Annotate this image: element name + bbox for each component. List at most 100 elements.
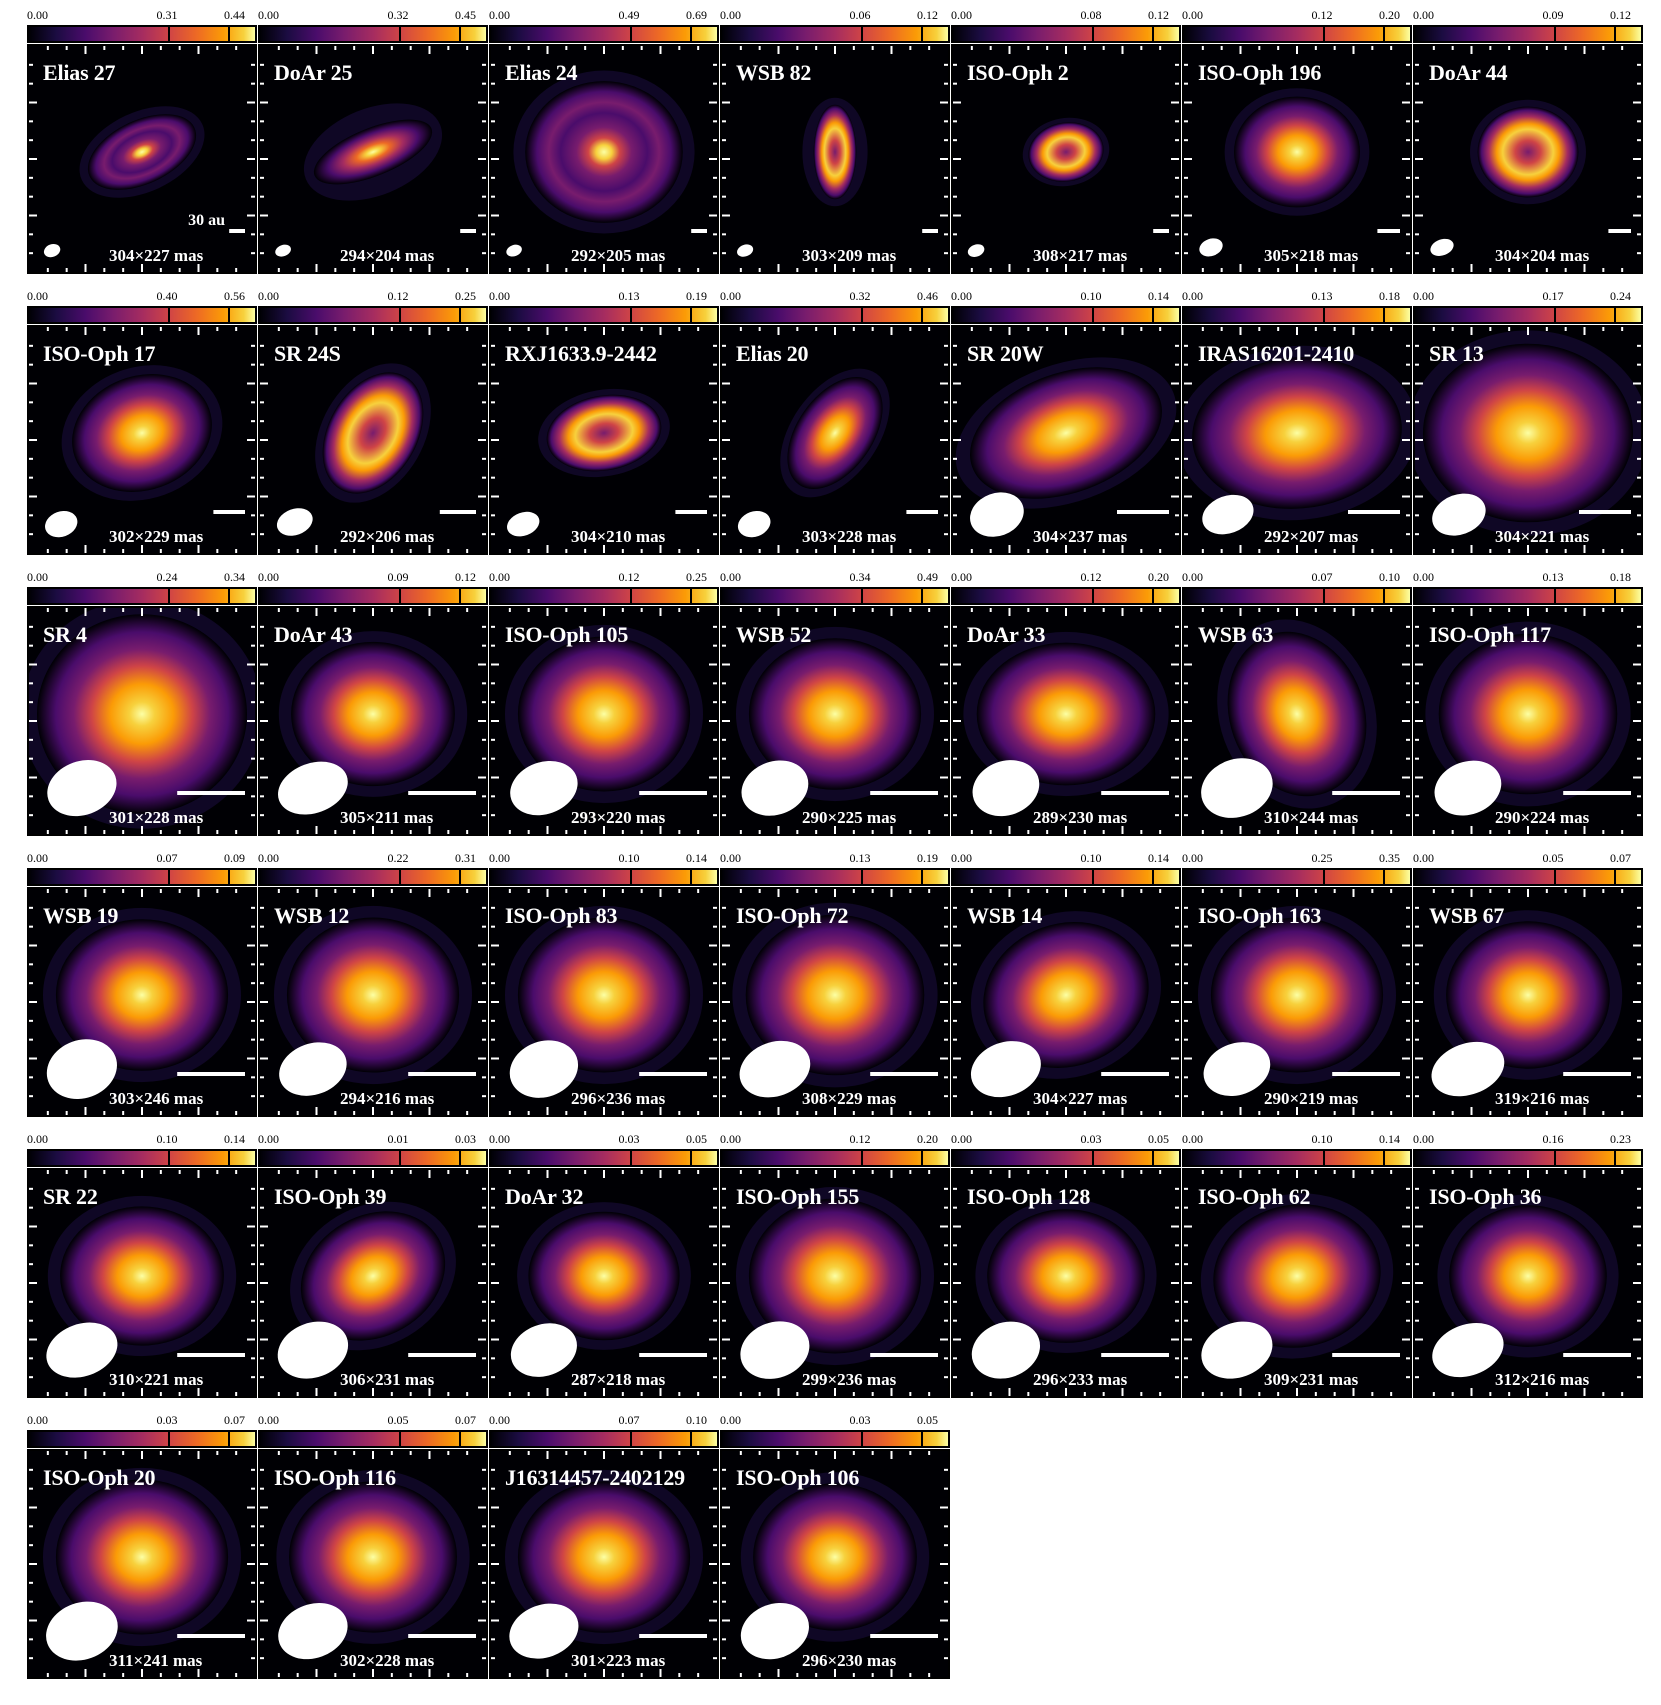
colorbar-gradient <box>1182 25 1412 43</box>
scale-bar <box>675 510 707 514</box>
colorbar: 0.00 0.06 0.12 <box>720 8 950 43</box>
colorbar-mid-label: 0.10 <box>1311 1132 1333 1146</box>
beam-size-label: 302×229 mas <box>109 527 204 546</box>
colorbar: 0.00 0.13 0.18 <box>1182 289 1412 324</box>
colorbar-min-label: 0.00 <box>951 8 972 22</box>
colorbar-max-label: 0.56 <box>224 289 245 303</box>
source-name: DoAr 32 <box>505 1184 584 1209</box>
colorbar-mid-label: 0.03 <box>849 1413 871 1427</box>
colorbar-tick <box>861 1151 863 1165</box>
colorbar-min-label: 0.00 <box>258 1132 279 1146</box>
continuum-image: WSB 63 310×244 mas <box>1182 606 1412 836</box>
colorbar: 0.00 0.03 0.07 <box>27 1413 257 1448</box>
emission-source <box>517 917 691 1073</box>
continuum-image: DoAr 33 289×230 mas <box>951 606 1181 836</box>
emission-source <box>1210 917 1384 1073</box>
panel: 0.00 0.12 0.25 SR 24S 292×206 mas <box>258 289 488 564</box>
colorbar-tick <box>459 1432 461 1446</box>
colorbar-max-label: 0.07 <box>1610 851 1631 865</box>
colorbar: 0.00 0.17 0.24 <box>1413 289 1643 324</box>
panel: 0.00 0.03 0.05 DoAr 32 287×218 mas <box>489 1132 719 1407</box>
beam-size-label: 289×230 mas <box>1033 808 1128 827</box>
continuum-image: ISO-Oph 2 308×217 mas <box>951 44 1181 274</box>
continuum-image: ISO-Oph 20 311×241 mas <box>27 1449 257 1679</box>
scale-bar <box>1101 1353 1169 1357</box>
emission-source <box>983 922 1149 1068</box>
colorbar-max-label: 0.05 <box>686 1132 707 1146</box>
beam-ellipse <box>275 244 291 257</box>
colorbar-tick <box>459 1151 461 1165</box>
colorbar-tick <box>1152 870 1154 884</box>
colorbar-max-label: 0.12 <box>1148 8 1169 22</box>
continuum-image: ISO-Oph 36 312×216 mas <box>1413 1168 1643 1398</box>
colorbar-min-label: 0.00 <box>258 8 279 22</box>
colorbar-min-label: 0.00 <box>1182 570 1203 584</box>
colorbar-tick <box>228 308 230 322</box>
emission-map <box>491 889 717 1115</box>
colorbar-gradient <box>720 1149 950 1167</box>
emission-source <box>753 1483 917 1631</box>
colorbar-max-label: 0.23 <box>1610 1132 1631 1146</box>
colorbar-gradient <box>489 587 719 605</box>
colorbar-mid-label: 0.05 <box>387 1413 409 1427</box>
continuum-image: ISO-Oph 105 293×220 mas <box>489 606 719 836</box>
panel: 0.00 0.09 0.12 DoAr 44 304×204 mas <box>1413 8 1643 283</box>
beam-size-label: 287×218 mas <box>571 1370 666 1389</box>
beam-ellipse <box>970 1041 1041 1098</box>
colorbar-min-label: 0.00 <box>951 851 972 865</box>
continuum-image: RXJ1633.9-2442 304×210 mas <box>489 325 719 555</box>
continuum-image: ISO-Oph 83 296×236 mas <box>489 887 719 1117</box>
colorbar-min-label: 0.00 <box>1413 8 1434 22</box>
beam-size-label: 304×227 mas <box>109 246 204 265</box>
beam-size-label: 301×223 mas <box>571 1651 666 1670</box>
scale-bar <box>1101 1072 1169 1076</box>
colorbar: 0.00 0.10 0.14 <box>951 289 1181 324</box>
colorbar-mid-label: 0.10 <box>1080 289 1102 303</box>
colorbar: 0.00 0.10 0.14 <box>951 851 1181 886</box>
beam-size-label: 294×216 mas <box>340 1089 435 1108</box>
colorbar-min-label: 0.00 <box>1182 8 1203 22</box>
emission-source <box>1477 106 1579 198</box>
emission-map <box>29 889 255 1115</box>
source-name: ISO-Oph 116 <box>274 1465 396 1490</box>
colorbar-max-label: 0.14 <box>1148 289 1169 303</box>
colorbar-mid-label: 0.12 <box>618 570 640 584</box>
continuum-image: WSB 14 304×227 mas <box>951 887 1181 1117</box>
colorbar-mid-label: 0.13 <box>618 289 640 303</box>
emission-map <box>1415 889 1641 1115</box>
colorbar-mid-label: 0.10 <box>618 851 640 865</box>
colorbar-tick <box>921 589 923 603</box>
source-name: DoAr 44 <box>1429 60 1508 85</box>
source-name: ISO-Oph 117 <box>1429 622 1551 647</box>
scale-bar <box>177 1353 245 1357</box>
colorbar-gradient <box>720 25 950 43</box>
colorbar-mid-label: 0.05 <box>1542 851 1564 865</box>
beam-ellipse <box>43 244 61 258</box>
colorbar-min-label: 0.00 <box>951 570 972 584</box>
emission-source <box>525 81 683 223</box>
colorbar: 0.00 0.10 0.14 <box>1182 1132 1412 1167</box>
emission-source <box>1028 122 1104 182</box>
scale-bar <box>922 229 938 233</box>
beam-ellipse <box>1203 1042 1271 1097</box>
colorbar-min-label: 0.00 <box>27 1413 48 1427</box>
scale-bar <box>639 1353 707 1357</box>
colorbar-max-label: 0.14 <box>1379 1132 1400 1146</box>
colorbar-tick <box>1383 27 1385 41</box>
emission-source <box>1227 631 1367 797</box>
continuum-image: Elias 27 304×227 mas 30 au <box>27 44 257 274</box>
colorbar-mid-label: 0.12 <box>849 1132 871 1146</box>
continuum-image: DoAr 44 304×204 mas <box>1413 44 1643 274</box>
colorbar: 0.00 0.07 0.10 <box>1182 570 1412 605</box>
source-name: DoAr 43 <box>274 622 353 647</box>
beam-size-label: 299×236 mas <box>802 1370 897 1389</box>
colorbar-tick <box>1383 308 1385 322</box>
continuum-image: DoAr 32 287×218 mas <box>489 1168 719 1398</box>
emission-map <box>1184 1170 1410 1396</box>
source-name: ISO-Oph 196 <box>1198 60 1322 85</box>
source-name: ISO-Oph 62 <box>1198 1184 1311 1209</box>
continuum-image: J16314457-2402129 301×223 mas <box>489 1449 719 1679</box>
beam-ellipse <box>1199 238 1223 257</box>
colorbar-max-label: 0.14 <box>1148 851 1169 865</box>
